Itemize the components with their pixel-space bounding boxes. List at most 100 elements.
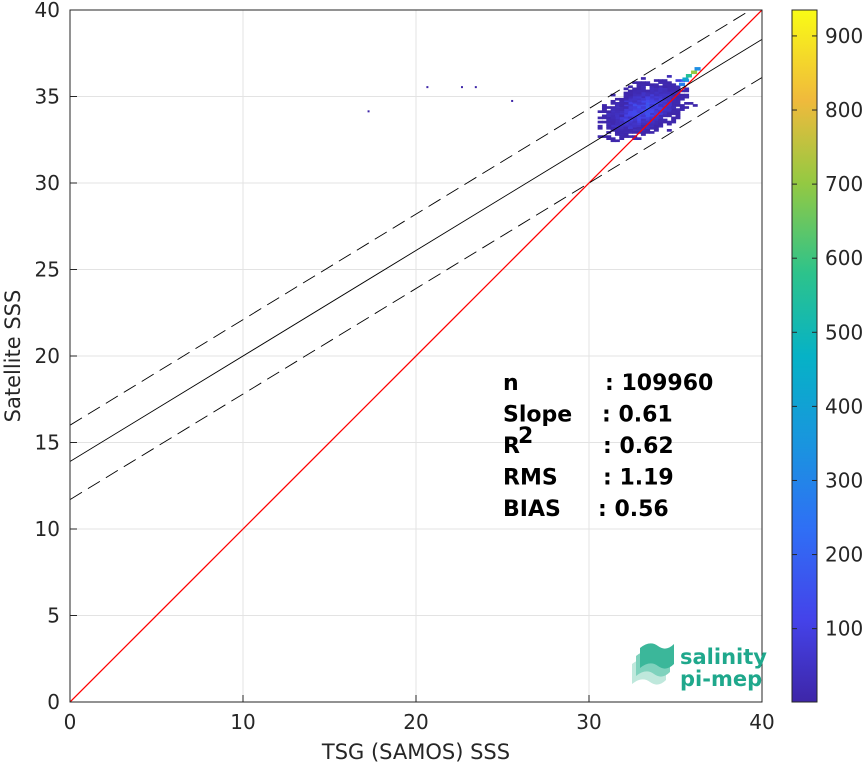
density-cell bbox=[619, 120, 625, 124]
density-cell bbox=[649, 83, 655, 87]
density-cell bbox=[632, 112, 638, 116]
density-cell bbox=[653, 85, 659, 89]
density-cell bbox=[666, 120, 672, 124]
x-tick-label: 10 bbox=[230, 710, 255, 734]
statistics-box: n: 109960 Slope: 0.61 R2: 0.62 RMS: 1.19 BIA… bbox=[503, 371, 713, 522]
density-cell bbox=[636, 108, 642, 111]
density-cell bbox=[619, 122, 625, 126]
density-cell bbox=[675, 95, 681, 99]
density-cell bbox=[636, 114, 642, 118]
outlier-point bbox=[426, 86, 429, 89]
density-cell bbox=[662, 81, 668, 84]
density-cell bbox=[606, 122, 612, 126]
density-cell bbox=[636, 110, 642, 114]
density-cell bbox=[627, 112, 633, 116]
stat-key-n: n bbox=[503, 371, 519, 396]
density-cell bbox=[597, 120, 603, 124]
density-cell bbox=[619, 124, 625, 128]
density-cell bbox=[666, 85, 672, 89]
density-cell bbox=[662, 114, 668, 118]
density-cell bbox=[662, 83, 668, 87]
y-axis-label: Satellite SSS bbox=[1, 290, 25, 423]
density-cell bbox=[640, 131, 646, 134]
density-cell bbox=[671, 99, 677, 103]
density-cell bbox=[684, 87, 690, 91]
density-cell bbox=[623, 93, 629, 97]
density-cell bbox=[632, 87, 638, 91]
density-cell bbox=[649, 131, 655, 134]
density-cell bbox=[610, 126, 616, 130]
density-cell bbox=[640, 95, 646, 99]
density-cell bbox=[636, 102, 642, 105]
wave-layers-icon bbox=[632, 643, 674, 685]
density-cell bbox=[653, 116, 659, 120]
density-cell bbox=[662, 89, 668, 93]
density-cell bbox=[636, 95, 642, 99]
density-cell bbox=[619, 104, 625, 107]
density-cell bbox=[671, 112, 677, 116]
y-tick-label: 0 bbox=[47, 690, 60, 714]
density-cell bbox=[675, 110, 681, 114]
density-cell bbox=[623, 135, 629, 138]
density-cell bbox=[627, 85, 633, 89]
density-cell bbox=[653, 126, 659, 130]
density-cell bbox=[640, 102, 646, 105]
logo-line2: pi-mep bbox=[680, 667, 762, 691]
density-cell bbox=[627, 110, 633, 114]
density-cell bbox=[658, 89, 664, 93]
density-cell bbox=[636, 116, 642, 120]
density-cell bbox=[653, 106, 659, 109]
density-cell bbox=[614, 124, 620, 128]
density-cell bbox=[636, 122, 642, 126]
density-cell bbox=[662, 79, 668, 82]
density-cell bbox=[658, 120, 664, 124]
density-cell bbox=[658, 97, 664, 101]
density-cell bbox=[640, 112, 646, 116]
y-tick-label: 5 bbox=[47, 604, 60, 628]
line-fit bbox=[70, 39, 762, 462]
density-cell bbox=[632, 104, 638, 107]
density-cell bbox=[679, 93, 685, 97]
colorbar-tick-label: 100 bbox=[825, 617, 863, 641]
density-cell bbox=[610, 93, 616, 97]
density-cell bbox=[645, 126, 651, 130]
density-cell bbox=[640, 133, 646, 136]
density-cell bbox=[675, 116, 681, 120]
density-cell bbox=[658, 93, 664, 97]
density-cell bbox=[606, 116, 612, 120]
density-cell bbox=[675, 104, 681, 107]
density-cell bbox=[675, 87, 681, 91]
density-cell bbox=[619, 102, 625, 105]
density-cell bbox=[623, 99, 629, 103]
density-cell bbox=[671, 87, 677, 91]
density-cell bbox=[640, 104, 646, 107]
density-cell bbox=[671, 83, 677, 87]
outlier-point bbox=[474, 86, 477, 89]
density-cell bbox=[619, 99, 625, 103]
density-cell bbox=[645, 81, 651, 84]
density-cell bbox=[601, 110, 607, 114]
density-cell bbox=[610, 106, 616, 109]
y-tick-labels: 0 5 10 15 20 25 30 35 40 bbox=[35, 0, 60, 714]
y-tick-label: 20 bbox=[35, 344, 60, 368]
density-cell bbox=[627, 120, 633, 124]
line-identity bbox=[70, 10, 762, 702]
density-cell bbox=[636, 118, 642, 122]
colorbar-tick-label: 500 bbox=[825, 320, 863, 344]
density-cell bbox=[666, 93, 672, 97]
density-cell bbox=[623, 104, 629, 107]
density-cell bbox=[627, 102, 633, 105]
density-cell bbox=[619, 126, 625, 130]
density-cell bbox=[606, 135, 612, 138]
density-cell bbox=[619, 129, 625, 132]
density-cell bbox=[679, 95, 685, 99]
density-cell bbox=[610, 99, 616, 103]
density-cell bbox=[645, 89, 651, 93]
density-cell bbox=[666, 104, 672, 107]
density-cell bbox=[623, 106, 629, 109]
density-cell bbox=[627, 129, 633, 132]
density-cell bbox=[623, 122, 629, 126]
density-cell bbox=[632, 95, 638, 99]
density-cell bbox=[601, 104, 607, 107]
density-cell bbox=[610, 118, 616, 122]
